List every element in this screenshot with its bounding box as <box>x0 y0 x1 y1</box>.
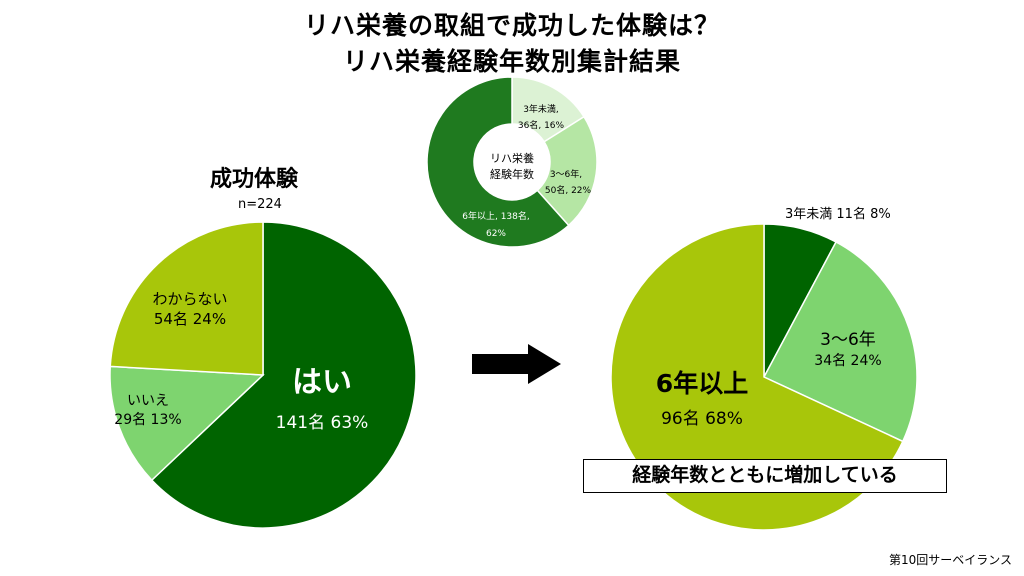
slice-value-unknown: 54名 24% <box>154 310 226 328</box>
donut-label-lt3: 3年未満, <box>523 103 559 115</box>
donut-center-line1: リハ栄養 <box>490 151 534 165</box>
slice-label-yes: はい <box>292 365 352 400</box>
slice-label-no: いいえ <box>127 393 169 409</box>
donut-slice-3to6 <box>536 115 598 227</box>
chart-title-line2: リハ栄養経験年数別集計結果 <box>342 47 681 76</box>
donut-label-3to6: 3～6年, <box>550 168 582 180</box>
left-pie-labels: はい 141名 63% いいえ 29名 13% わからない 54名 24% <box>114 290 368 433</box>
experience-donut-chart <box>426 76 598 248</box>
slice-value-3to6: 34名 24% <box>814 353 881 369</box>
slice-label-gte6: 6年以上 <box>656 369 748 398</box>
slice-label-3to6: 3～6年 <box>820 330 876 350</box>
left-pie-sample-size: n=224 <box>238 197 282 212</box>
donut-slice-gte6 <box>426 76 570 248</box>
slice-label-lt3: 3年未満 11名 8% <box>785 206 891 222</box>
slice-value-no: 29名 13% <box>114 412 181 428</box>
pie-slice-yes <box>150 221 417 529</box>
right-arrow-icon <box>472 344 561 384</box>
slice-value-gte6: 96名 68% <box>661 409 743 429</box>
donut-value-3to6: 50名, 22% <box>545 184 592 196</box>
left-pie-chart <box>109 221 417 529</box>
donut-value-gte6: 62% <box>486 229 506 239</box>
summary-callout: 経験年数とともに増加している <box>583 459 947 493</box>
pie-slice-no <box>109 365 265 482</box>
pie-slice-3to6 <box>762 241 918 443</box>
left-pie-heading: 成功体験 <box>210 167 299 192</box>
slice-value-yes: 141名 63% <box>276 413 369 433</box>
donut-value-lt3: 36名, 16% <box>518 119 565 131</box>
donut-label-gte6: 6年以上, 138名, <box>462 210 530 222</box>
slice-label-unknown: わからない <box>152 290 227 308</box>
pie-slice-unknown <box>109 221 264 376</box>
experience-donut-labels: リハ栄養経験年数 3年未満, 36名, 16% 3～6年, 50名, 22% 6年以上, … <box>462 103 591 239</box>
right-pie-labels: 3年未満 11名 8% 3～6年 34名 24% 6年以上 96名 68% <box>656 206 891 429</box>
right-pie-chart <box>610 223 918 531</box>
footer-source: 第10回サーベイランス <box>888 553 1012 567</box>
chart-title-line1: リハ栄養の取組で成功した体験は？ <box>303 11 720 40</box>
donut-center-line2: 経験年数 <box>490 167 534 181</box>
